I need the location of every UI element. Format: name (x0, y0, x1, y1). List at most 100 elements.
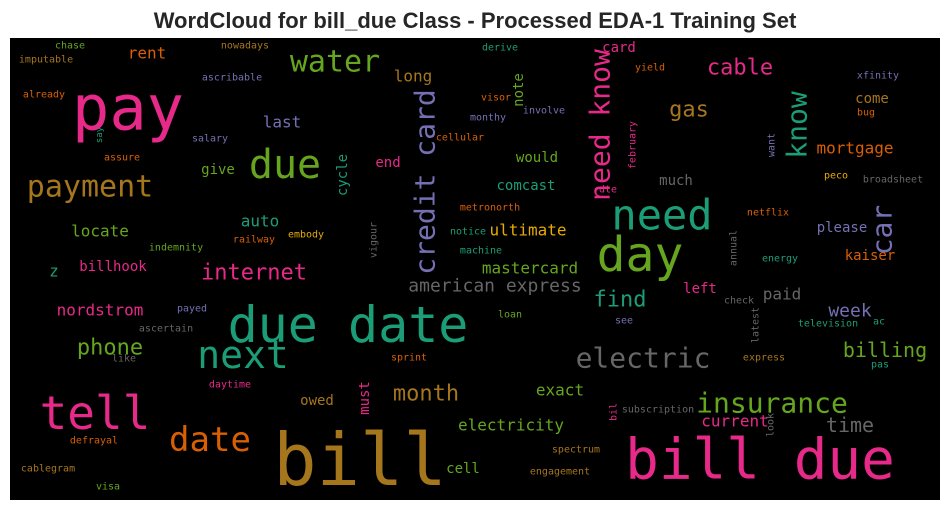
word: day (597, 227, 684, 283)
word: like (112, 354, 136, 365)
word: loan (498, 310, 522, 321)
word: need (611, 191, 712, 240)
word: mastercard (482, 259, 578, 278)
word: locate (71, 222, 129, 241)
word: note (511, 73, 527, 107)
word: credit card (409, 89, 442, 274)
word: chase (55, 41, 85, 52)
word: look (766, 413, 777, 437)
word: check (724, 296, 754, 307)
word: bug (857, 108, 875, 119)
word: come (855, 91, 889, 107)
word: bill (273, 418, 446, 502)
word: card (602, 40, 636, 56)
word: bil (609, 403, 620, 421)
word: car (866, 205, 899, 256)
word: cycle (335, 154, 351, 196)
word: imputable (19, 55, 73, 66)
word: need know (584, 49, 617, 201)
word: machine (460, 246, 502, 257)
word: already (23, 90, 65, 101)
word: payment (27, 170, 153, 205)
word: please (817, 220, 868, 236)
word: much (659, 173, 693, 189)
word: internet (201, 261, 307, 286)
word: must (357, 381, 373, 415)
word: paid (763, 285, 802, 304)
word: next (197, 333, 289, 377)
word: spectrum (552, 445, 600, 456)
word: date (169, 420, 251, 460)
word: end (375, 155, 400, 171)
word: comcast (496, 178, 555, 194)
word: water (290, 45, 380, 80)
word: assure (104, 153, 140, 164)
word: z (49, 262, 59, 281)
word: subscription (622, 405, 694, 416)
word: embody (288, 230, 324, 241)
word: annual (729, 230, 740, 266)
word: want (767, 133, 778, 157)
word: time (826, 413, 874, 437)
word: billhook (79, 259, 147, 275)
word: month (393, 382, 459, 407)
word: electric (576, 342, 711, 375)
word: current (701, 412, 768, 431)
word: find (594, 288, 647, 313)
word: know (781, 91, 814, 159)
word: dte (599, 185, 617, 196)
word: yield (635, 63, 665, 74)
word: exact (536, 381, 584, 400)
word: indemnity (149, 243, 203, 254)
word: auto (241, 212, 280, 231)
word: involve (523, 106, 565, 117)
word: give (201, 162, 235, 178)
word: left (683, 281, 717, 297)
word: vigour (369, 222, 380, 258)
word: due date (228, 296, 469, 354)
word: xfinity (857, 71, 899, 82)
word: latest (751, 307, 762, 343)
word: visor (481, 93, 511, 104)
word: television (798, 319, 858, 330)
word: daytime (209, 380, 251, 391)
word: february (628, 121, 639, 169)
word: broadsheet (863, 175, 923, 186)
word: mortgage (816, 139, 893, 158)
word: see (615, 316, 633, 327)
word: electricity (458, 416, 564, 435)
word: pay (72, 72, 184, 145)
word: derive (482, 43, 518, 54)
word: energy (762, 254, 798, 265)
cloud-background (10, 38, 940, 500)
word: payed (177, 304, 207, 315)
word: nowadays (221, 41, 269, 52)
word: express (743, 353, 785, 364)
word: week (828, 301, 872, 322)
word: rent (128, 44, 167, 63)
word: sprint (391, 353, 427, 364)
word: long (394, 67, 433, 86)
word: ultimate (489, 221, 566, 240)
word: salary (192, 134, 228, 145)
word: cell (446, 461, 480, 477)
word: billing (843, 338, 927, 362)
word: owed (300, 393, 334, 409)
word: nordstrom (57, 301, 144, 320)
word: monthy (470, 113, 506, 124)
word: tell (40, 386, 151, 440)
word: cable (707, 56, 773, 81)
word: phone (77, 336, 143, 361)
word: bill due (625, 428, 895, 493)
word: defrayal (70, 436, 118, 447)
word: ac (873, 317, 885, 328)
word: notice (450, 227, 486, 238)
word: due (249, 142, 321, 188)
chart-title: WordCloud for bill_due Class - Processed… (154, 8, 797, 33)
word: engagement (530, 467, 590, 478)
word: kaiser (845, 248, 896, 264)
word: cablegram (21, 464, 75, 475)
word: gas (669, 98, 709, 123)
word: ascribable (202, 73, 262, 84)
